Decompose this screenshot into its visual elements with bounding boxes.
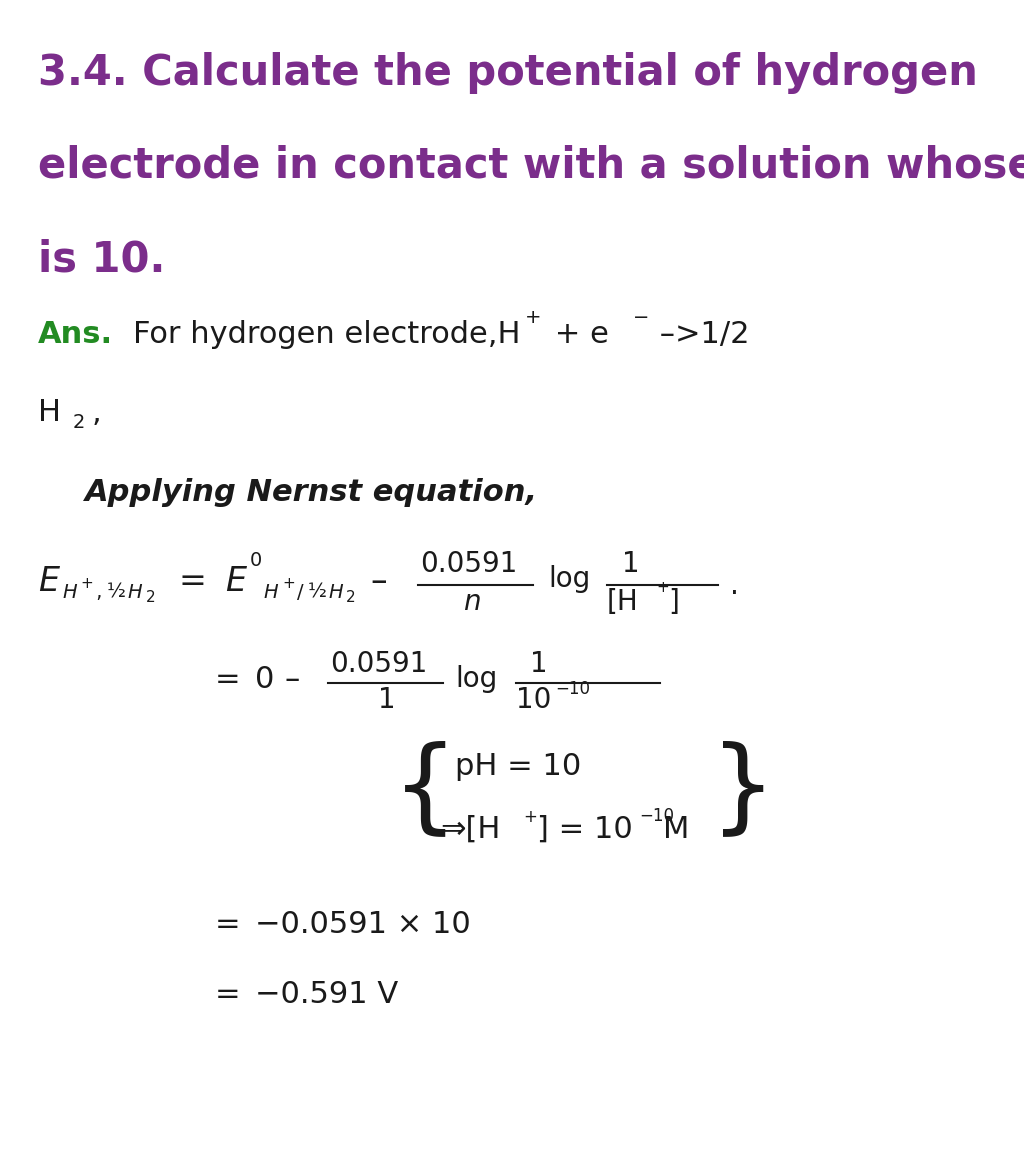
Text: Applying Nernst equation,: Applying Nernst equation, xyxy=(85,478,539,507)
Text: 10: 10 xyxy=(516,686,551,714)
Text: ]: ] xyxy=(668,588,679,616)
Text: For hydrogen electrode,H: For hydrogen electrode,H xyxy=(133,320,520,349)
Text: −0.0591 × 10: −0.0591 × 10 xyxy=(255,909,471,939)
Text: pH = 10: pH = 10 xyxy=(455,752,582,781)
Text: ½: ½ xyxy=(106,582,126,602)
Text: Ans.: Ans. xyxy=(38,320,113,349)
Text: =: = xyxy=(215,980,241,1009)
Text: M: M xyxy=(663,815,689,844)
Text: H: H xyxy=(62,582,77,602)
Text: 0: 0 xyxy=(250,551,262,570)
Text: +: + xyxy=(656,580,669,595)
Text: ,: , xyxy=(92,398,101,427)
Text: =: = xyxy=(178,565,206,598)
Text: =: = xyxy=(215,909,241,939)
Text: –: – xyxy=(370,565,387,598)
Text: E: E xyxy=(225,565,246,598)
Text: −10: −10 xyxy=(639,808,674,825)
Text: electrode in contact with a solution whose pH: electrode in contact with a solution who… xyxy=(38,145,1024,188)
Text: 0: 0 xyxy=(255,665,274,694)
Text: 2: 2 xyxy=(346,590,355,605)
Text: +: + xyxy=(523,808,537,826)
Text: –>1/2: –>1/2 xyxy=(650,320,750,349)
Text: ½: ½ xyxy=(308,582,327,602)
Text: 3.4. Calculate the potential of hydrogen: 3.4. Calculate the potential of hydrogen xyxy=(38,52,978,94)
Text: 1: 1 xyxy=(530,650,548,677)
Text: + e: + e xyxy=(545,320,609,349)
Text: }: } xyxy=(710,740,776,841)
Text: n: n xyxy=(463,588,480,616)
Text: =: = xyxy=(215,665,241,694)
Text: ,: , xyxy=(90,582,102,602)
Text: 2: 2 xyxy=(146,590,156,605)
Text: 2: 2 xyxy=(73,413,85,432)
Text: 0.0591: 0.0591 xyxy=(420,550,517,578)
Text: ] = 10: ] = 10 xyxy=(537,815,633,844)
Text: H: H xyxy=(263,582,278,602)
Text: +: + xyxy=(282,575,295,591)
Text: /: / xyxy=(297,582,304,602)
Text: 1: 1 xyxy=(378,686,395,714)
Text: +: + xyxy=(525,308,542,327)
Text: 1: 1 xyxy=(622,550,640,578)
Text: −0.591 V: −0.591 V xyxy=(255,980,398,1009)
Text: 0.0591: 0.0591 xyxy=(330,650,427,677)
Text: log: log xyxy=(455,665,498,693)
Text: E: E xyxy=(38,565,59,598)
Text: −10: −10 xyxy=(555,680,590,699)
Text: ⇒[H: ⇒[H xyxy=(440,815,501,844)
Text: H: H xyxy=(328,582,343,602)
Text: {: { xyxy=(392,740,459,841)
Text: H: H xyxy=(127,582,141,602)
Text: +: + xyxy=(80,575,93,591)
Text: H: H xyxy=(38,398,61,427)
Text: –: – xyxy=(285,665,300,694)
Text: −: − xyxy=(633,308,649,327)
Text: is 10.: is 10. xyxy=(38,238,165,280)
Text: log: log xyxy=(548,565,590,593)
Text: [H: [H xyxy=(607,588,639,616)
Text: .: . xyxy=(730,572,739,600)
